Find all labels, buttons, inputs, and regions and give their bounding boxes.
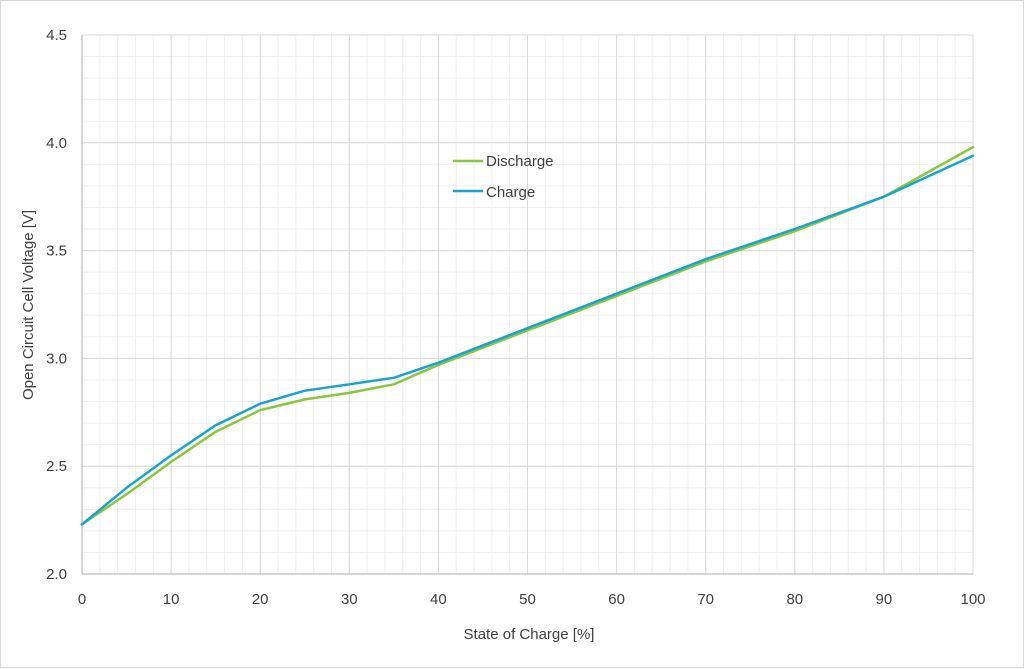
x-tick-label: 20 (252, 591, 269, 608)
x-axis-ticks: 0 10 20 30 40 50 60 70 80 90 100 (78, 591, 986, 608)
x-tick-label: 60 (608, 591, 625, 608)
y-tick-label: 2.5 (46, 458, 67, 475)
x-tick-label: 50 (519, 591, 536, 608)
y-tick-label: 3.0 (46, 350, 67, 367)
x-tick-label: 90 (876, 591, 893, 608)
series-discharge-line (80, 145, 975, 526)
major-gridlines (81, 34, 974, 575)
x-tick-label: 40 (430, 591, 447, 608)
y-tick-label: 4.0 (46, 135, 67, 152)
x-axis-title: State of Charge [%] (464, 626, 595, 643)
y-tick-label: 2.0 (46, 566, 67, 583)
x-tick-label: 30 (341, 591, 358, 608)
y-axis-title: Open Circuit Cell Voltage [V] (20, 210, 37, 400)
legend-label-charge: Charge (486, 184, 535, 201)
axes (81, 35, 973, 575)
x-tick-label: 80 (786, 591, 803, 608)
legend: Discharge Charge (453, 153, 554, 201)
y-tick-label: 3.5 (46, 243, 67, 260)
y-axis-ticks: 2.0 2.5 3.0 3.5 4.0 4.5 (46, 27, 67, 583)
x-tick-label: 70 (697, 591, 714, 608)
y-tick-label: 4.5 (46, 27, 67, 44)
series-lines (80, 145, 975, 526)
series-charge-line (80, 154, 975, 526)
x-tick-label: 100 (960, 591, 985, 608)
legend-label-discharge: Discharge (486, 153, 554, 170)
x-tick-label: 0 (78, 591, 86, 608)
legend-item-charge: Charge (453, 184, 535, 201)
x-tick-label: 10 (163, 591, 180, 608)
legend-item-discharge: Discharge (453, 153, 554, 170)
